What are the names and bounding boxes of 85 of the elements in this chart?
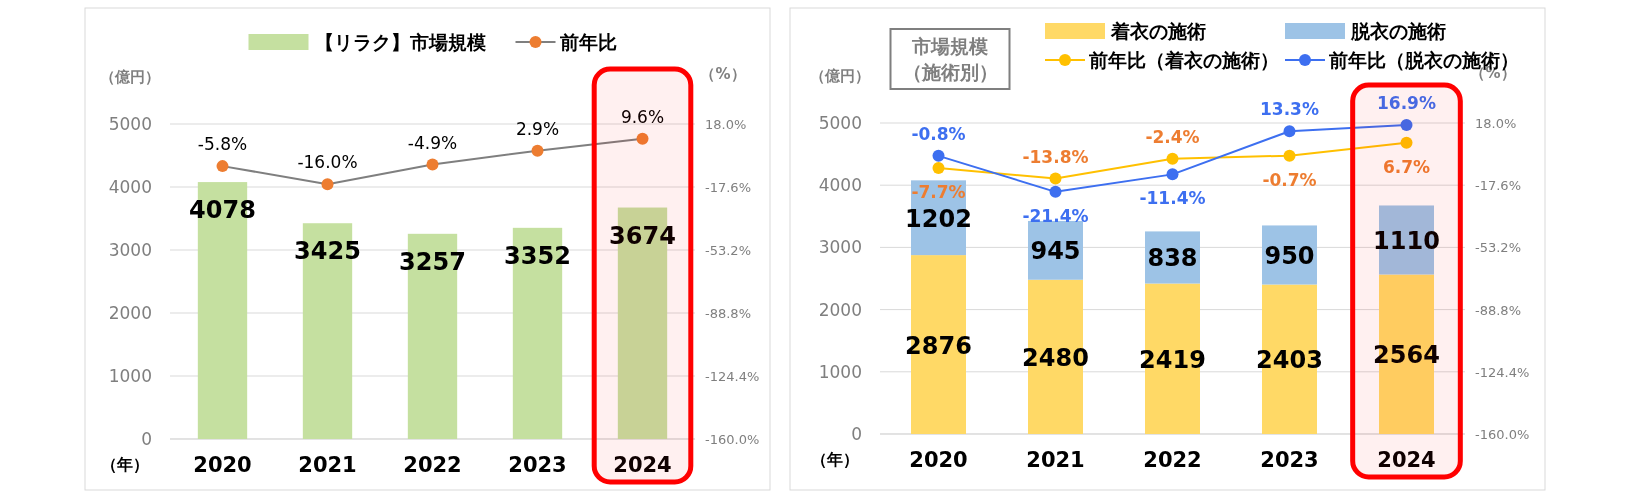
x-axis-title: （年） xyxy=(811,450,859,469)
data-label: 3257 xyxy=(399,247,466,276)
y-axis-title: （億円） xyxy=(100,68,160,86)
data-label: 1202 xyxy=(905,204,972,233)
x-tick-label: 2024 xyxy=(613,453,672,477)
y2-tick-label: 18.0% xyxy=(705,117,747,132)
data-label: 6.7% xyxy=(1382,156,1431,177)
y2-tick-label: -88.8% xyxy=(1475,302,1521,318)
y-tick-label: 2000 xyxy=(818,299,862,320)
x-tick-label: 2022 xyxy=(1143,448,1202,472)
x-axis-title: （年） xyxy=(101,455,149,474)
y-tick-label: 0 xyxy=(141,429,152,449)
y2-tick-label: -53.2% xyxy=(705,243,751,258)
legend-label: 着衣の施術 xyxy=(1110,20,1206,42)
data-label: 13.3% xyxy=(1260,99,1319,120)
x-tick-label: 2020 xyxy=(193,453,252,477)
data-label: 945 xyxy=(1030,237,1081,266)
y2-tick-label: -53.2% xyxy=(1475,240,1521,256)
legend-label: 【リラク】市場規模 xyxy=(314,31,486,53)
x-tick-label: 2023 xyxy=(508,453,567,477)
data-label: 838 xyxy=(1147,244,1198,273)
y2-tick-label: -124.4% xyxy=(1475,364,1530,380)
y-tick-label: 1000 xyxy=(818,361,862,382)
x-tick-label: 2020 xyxy=(909,448,968,472)
point xyxy=(1166,168,1179,181)
data-label: 9.6% xyxy=(620,106,665,127)
x-tick-label: 2021 xyxy=(298,453,357,477)
data-label: -0.7% xyxy=(1262,169,1317,190)
data-label: -13.8% xyxy=(1022,146,1089,167)
data-label: -0.8% xyxy=(911,123,966,144)
data-label: 950 xyxy=(1264,241,1315,270)
y-tick-label: 1000 xyxy=(108,366,152,386)
data-label: 2.9% xyxy=(515,118,560,139)
data-label: -7.7% xyxy=(911,181,966,202)
legend-label: 脱衣の施術 xyxy=(1350,20,1446,42)
data-label: 3425 xyxy=(294,237,361,266)
point xyxy=(426,158,439,171)
y2-tick-label: -88.8% xyxy=(705,306,751,321)
point xyxy=(932,161,945,174)
data-label: -11.4% xyxy=(1139,188,1206,209)
point xyxy=(1166,152,1179,165)
y-tick-label: 4000 xyxy=(108,177,152,197)
y2-tick-label: -17.6% xyxy=(705,180,751,195)
y2-tick-label: 18.0% xyxy=(1475,116,1517,131)
y-tick-label: 5000 xyxy=(818,113,862,133)
point xyxy=(932,149,945,162)
data-label: -16.0% xyxy=(297,152,358,173)
chart-title: 市場規模（施術別） xyxy=(902,35,998,83)
x-tick-label: 2021 xyxy=(1026,448,1085,472)
data-label: 1110 xyxy=(1373,227,1440,255)
point xyxy=(1400,136,1413,149)
point xyxy=(636,132,649,145)
data-label: 4078 xyxy=(189,196,256,225)
data-label: 16.9% xyxy=(1377,92,1436,113)
y2-axis-title: （%） xyxy=(700,65,746,83)
y2-tick-label: -17.6% xyxy=(1475,178,1521,194)
x-tick-label: 2022 xyxy=(403,453,462,477)
y2-tick-label: -160.0% xyxy=(1475,427,1530,442)
data-label: -4.9% xyxy=(407,132,458,153)
x-tick-label: 2024 xyxy=(1377,448,1436,472)
data-label: -21.4% xyxy=(1022,205,1089,226)
point xyxy=(1049,185,1062,198)
data-label: -5.8% xyxy=(197,134,248,155)
data-label: 3352 xyxy=(504,241,571,270)
y-tick-label: 4000 xyxy=(818,175,862,196)
data-label: 3674 xyxy=(609,221,676,250)
point xyxy=(321,178,334,191)
y-tick-label: 2000 xyxy=(108,303,152,323)
y-tick-label: 5000 xyxy=(108,114,152,134)
point xyxy=(1049,172,1062,185)
legend-label: 前年比（着衣の施術） xyxy=(1088,49,1279,71)
legend-label: 前年比 xyxy=(558,31,617,53)
point xyxy=(216,160,229,173)
y-tick-label: 3000 xyxy=(818,237,862,258)
point xyxy=(1400,118,1413,131)
data-label: -2.4% xyxy=(1145,126,1200,147)
point xyxy=(1283,125,1296,138)
y-tick-label: 3000 xyxy=(108,240,152,260)
x-tick-label: 2023 xyxy=(1260,448,1319,472)
y2-tick-label: -160.0% xyxy=(705,432,760,447)
y-axis-title: （億円） xyxy=(810,67,870,85)
y2-tick-label: -124.4% xyxy=(705,369,760,384)
point xyxy=(1283,149,1296,162)
point xyxy=(531,144,544,157)
y-tick-label: 0 xyxy=(851,424,862,444)
